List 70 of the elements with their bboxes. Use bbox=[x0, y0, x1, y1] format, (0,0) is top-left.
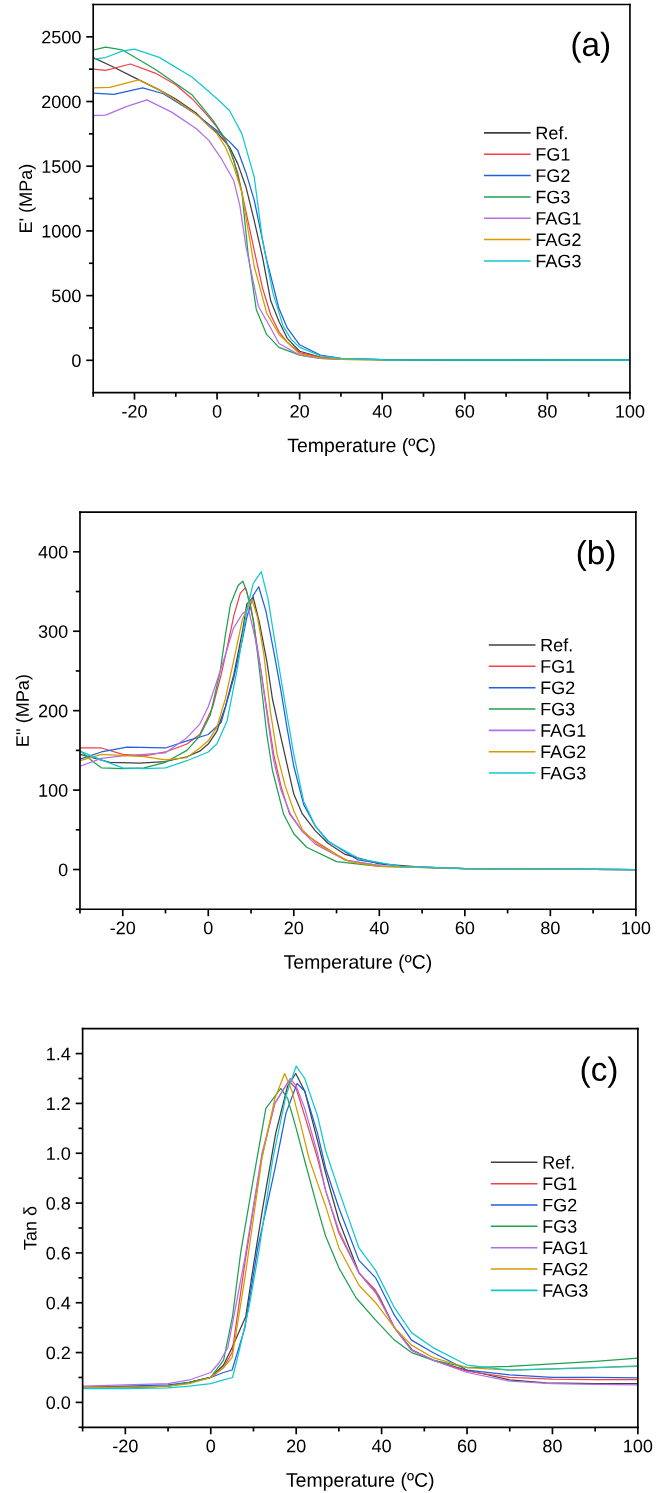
text: (c) bbox=[581, 1056, 617, 1088]
y-tick-label: 1.4 bbox=[47, 1047, 71, 1061]
x-tick-label: 40 bbox=[372, 404, 392, 418]
y-axis-title: E' (MPa) bbox=[18, 164, 36, 232]
y-axis-title: E'' (MPa) bbox=[15, 675, 33, 746]
x-tick-label: 40 bbox=[369, 921, 389, 935]
y-tick-label: 2000 bbox=[42, 95, 81, 109]
x-tick-label: 100 bbox=[616, 404, 645, 418]
x-tick-label: 60 bbox=[457, 1439, 477, 1453]
x-tick-label: -20 bbox=[122, 404, 147, 418]
x-tick-label: -20 bbox=[113, 1439, 138, 1453]
legend-label: FAG1 bbox=[541, 724, 586, 737]
legend-label: Ref. bbox=[536, 126, 567, 140]
y-tick-label: 0.6 bbox=[46, 1246, 71, 1260]
x-tick-label: 100 bbox=[622, 921, 651, 935]
legend-label: FG1 bbox=[543, 1177, 577, 1191]
legend-label: FAG1 bbox=[536, 211, 581, 225]
y-tick-label: 1.2 bbox=[47, 1097, 70, 1110]
legend-label: FAG2 bbox=[543, 1262, 588, 1276]
x-tick-label: 20 bbox=[284, 921, 304, 935]
x-tick-label: 60 bbox=[455, 921, 475, 935]
legend-label: FG2 bbox=[543, 1198, 577, 1212]
x-tick-label: 0 bbox=[203, 921, 213, 935]
x-tick-label: 80 bbox=[538, 404, 557, 418]
legend-label: FG2 bbox=[541, 681, 575, 695]
legend-label: FAG3 bbox=[543, 1284, 588, 1297]
x-tick-label: 80 bbox=[543, 1439, 562, 1453]
x-tick-label: 0 bbox=[212, 404, 222, 418]
legend-label: FG3 bbox=[543, 1220, 577, 1233]
x-tick-label: 20 bbox=[287, 1439, 306, 1453]
y-tick-label: 0 bbox=[72, 354, 81, 368]
y-tick-label: 300 bbox=[38, 625, 68, 638]
y-tick-label: 1500 bbox=[42, 160, 81, 173]
x-tick-label: -20 bbox=[110, 921, 136, 935]
legend-label: FAG2 bbox=[536, 233, 581, 247]
x-tick-label: 100 bbox=[624, 1439, 653, 1453]
y-axis-title: Tan δ bbox=[23, 1206, 37, 1250]
x-tick-label: 60 bbox=[455, 404, 475, 418]
y-tick-label: 0.4 bbox=[46, 1296, 71, 1310]
x-tick-label: 20 bbox=[290, 404, 309, 418]
legend-label: FG1 bbox=[541, 660, 575, 673]
x-axis-title: Temperature (ºC) bbox=[284, 954, 432, 973]
y-tick-label: 0.8 bbox=[46, 1197, 71, 1210]
x-tick-label: 40 bbox=[371, 1439, 391, 1453]
legend-label: FG3 bbox=[541, 702, 575, 716]
legend-label: Ref. bbox=[543, 1155, 574, 1169]
x-axis-title: Temperature (ºC) bbox=[286, 1472, 434, 1491]
y-tick-label: 1000 bbox=[42, 224, 81, 238]
y-tick-label: 100 bbox=[39, 784, 68, 797]
y-tick-label: 0.0 bbox=[46, 1396, 71, 1410]
text: (a) bbox=[572, 31, 610, 63]
y-tick-label: 2500 bbox=[42, 30, 81, 44]
x-axis-title: Temperature (ºC) bbox=[287, 437, 435, 457]
y-tick-label: 0 bbox=[58, 863, 68, 877]
legend-label: FAG1 bbox=[543, 1241, 588, 1255]
y-tick-label: 200 bbox=[38, 704, 68, 718]
legend-label: FAG2 bbox=[541, 745, 586, 759]
legend-label: FAG3 bbox=[536, 254, 581, 268]
x-tick-label: 0 bbox=[206, 1439, 216, 1453]
x-tick-label: 80 bbox=[541, 921, 560, 935]
y-tick-label: 400 bbox=[38, 545, 68, 559]
text: (b) bbox=[577, 539, 615, 571]
legend-label: FAG3 bbox=[541, 766, 586, 780]
y-tick-label: 500 bbox=[52, 289, 81, 303]
legend-label: Ref. bbox=[541, 638, 572, 652]
legend-label: FG3 bbox=[536, 190, 570, 204]
y-tick-label: 0.2 bbox=[46, 1346, 70, 1360]
legend-label: FG1 bbox=[536, 147, 570, 161]
legend-label: FG2 bbox=[536, 169, 570, 183]
y-tick-label: 1.0 bbox=[47, 1147, 71, 1160]
